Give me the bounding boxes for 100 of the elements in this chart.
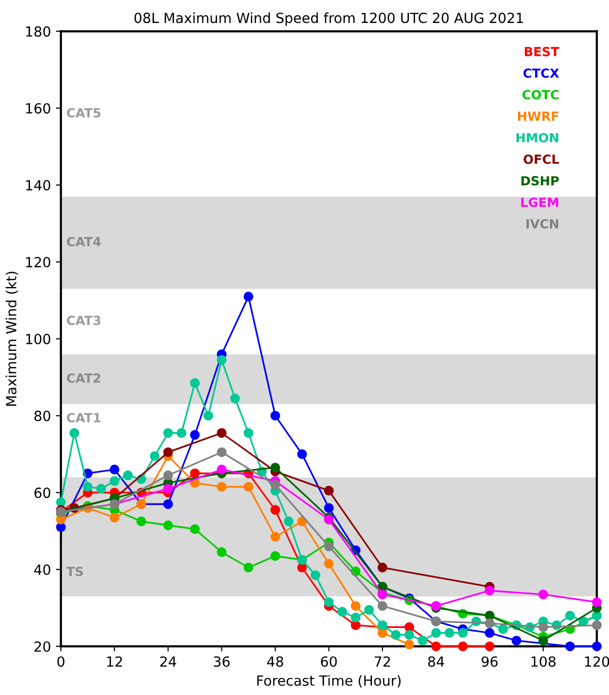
y-tick-label: 120: [26, 256, 50, 268]
point: [418, 636, 428, 646]
point: [324, 503, 334, 513]
point: [244, 428, 254, 438]
point: [270, 462, 280, 472]
point: [378, 562, 388, 572]
text: OFCL: [524, 154, 559, 164]
x-tick-label: 12: [107, 656, 122, 667]
x-tick-label: 84: [428, 656, 444, 667]
point: [216, 547, 227, 558]
point: [484, 586, 494, 596]
y-tick-label: 40: [34, 564, 50, 575]
point: [190, 468, 200, 478]
point: [350, 612, 361, 622]
point: [404, 640, 414, 650]
point: [56, 522, 66, 532]
y-tick-label: 20: [34, 641, 50, 652]
point: [176, 428, 186, 438]
point: [216, 482, 227, 492]
y-tick-label: 140: [26, 180, 50, 191]
point: [484, 628, 494, 638]
point: [431, 641, 441, 652]
x-tick-label: 36: [214, 656, 230, 667]
point: [216, 428, 227, 438]
point: [110, 512, 120, 522]
point: [270, 410, 280, 421]
point: [404, 630, 414, 640]
point: [190, 430, 200, 440]
y-axis-title: Maximum Wind (kt): [6, 272, 18, 406]
point: [350, 620, 361, 630]
point: [297, 449, 307, 459]
point: [270, 551, 280, 561]
text: BEST: [524, 46, 560, 56]
band-label: CAT1: [66, 412, 101, 422]
text: DSHP: [521, 176, 559, 186]
point: [444, 628, 454, 638]
point: [163, 428, 173, 438]
point: [324, 597, 334, 608]
point: [390, 630, 401, 640]
x-tick-label: 0: [57, 656, 64, 667]
x-tick-label: 72: [374, 656, 390, 667]
point: [270, 480, 280, 490]
y-tick-label: 180: [26, 26, 50, 37]
x-tick-label: 108: [532, 656, 556, 667]
point: [324, 542, 334, 552]
point: [324, 486, 334, 496]
point: [498, 624, 508, 634]
point: [110, 476, 120, 486]
point: [136, 516, 146, 526]
x-tick-label: 96: [482, 656, 498, 667]
band-label: CAT5: [66, 108, 100, 118]
point: [538, 590, 548, 600]
point: [69, 428, 80, 438]
point: [244, 292, 254, 302]
x-tick-label: 60: [320, 656, 337, 667]
point: [431, 628, 441, 638]
point: [244, 562, 254, 572]
x-tick-label: 48: [267, 656, 284, 667]
text: HMON: [516, 132, 558, 142]
text: COTC: [522, 90, 559, 100]
point: [163, 499, 173, 509]
point: [270, 505, 280, 515]
point: [538, 636, 548, 646]
point: [216, 355, 227, 365]
y-tick-label: 100: [26, 334, 50, 344]
point: [484, 641, 494, 652]
point: [123, 470, 133, 480]
point: [350, 601, 361, 611]
y-tick-label: 60: [34, 488, 50, 498]
band-label: CAT3: [66, 316, 100, 326]
text: IVCN: [526, 219, 558, 229]
chart-title: 08L Maximum Wind Speed from 1200 UTC 20 AUG 2021: [134, 12, 523, 26]
text: CTCX: [523, 68, 560, 78]
point: [216, 464, 227, 474]
band-label: CAT2: [66, 373, 100, 383]
point: [324, 558, 334, 569]
band-label: CAT4: [66, 236, 101, 246]
text: LGEM: [521, 198, 558, 208]
point: [512, 636, 522, 646]
point: [244, 482, 254, 492]
point: [163, 470, 173, 480]
point: [163, 484, 173, 494]
point: [337, 606, 348, 617]
point: [310, 570, 320, 580]
point: [96, 484, 106, 494]
point: [203, 410, 214, 421]
band-label: TS: [66, 566, 83, 576]
point: [378, 601, 388, 611]
point: [284, 516, 294, 526]
y-tick-label: 80: [34, 410, 50, 422]
point: [364, 604, 374, 615]
point: [592, 620, 602, 630]
point: [565, 610, 575, 620]
x-tick-label: 24: [160, 656, 176, 667]
point: [163, 447, 173, 458]
point: [458, 628, 468, 638]
point: [458, 641, 468, 652]
x-tick-label: 120: [585, 656, 609, 667]
point: [592, 597, 602, 608]
point: [110, 464, 120, 474]
